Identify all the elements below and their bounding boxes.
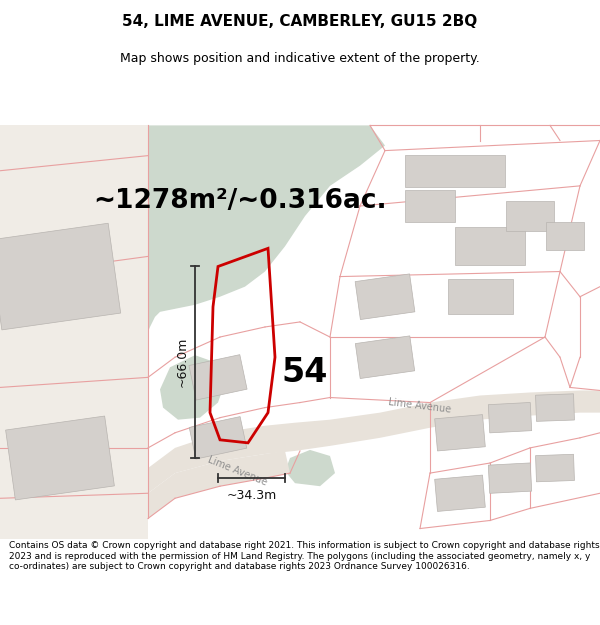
Polygon shape [148,391,600,493]
Polygon shape [506,201,554,231]
Polygon shape [488,463,532,493]
Polygon shape [536,394,574,421]
Polygon shape [405,190,455,222]
Polygon shape [355,274,415,319]
Polygon shape [455,227,525,266]
Polygon shape [536,454,574,482]
Polygon shape [0,223,121,330]
Polygon shape [285,450,335,486]
Text: Lime Avenue: Lime Avenue [206,454,268,488]
Polygon shape [5,416,115,500]
Polygon shape [189,417,247,459]
Polygon shape [148,451,290,519]
Polygon shape [488,402,532,433]
Text: 54, LIME AVENUE, CAMBERLEY, GU15 2BQ: 54, LIME AVENUE, CAMBERLEY, GU15 2BQ [122,14,478,29]
Polygon shape [434,475,485,511]
Polygon shape [0,126,148,539]
Text: Contains OS data © Crown copyright and database right 2021. This information is : Contains OS data © Crown copyright and d… [9,541,599,571]
Polygon shape [434,414,485,451]
Text: ~66.0m: ~66.0m [176,337,188,388]
Polygon shape [405,154,505,187]
Polygon shape [448,279,512,314]
Polygon shape [160,355,225,419]
Text: 54: 54 [282,356,328,389]
Polygon shape [546,222,584,251]
Text: Map shows position and indicative extent of the property.: Map shows position and indicative extent… [120,52,480,65]
Polygon shape [189,354,247,400]
Polygon shape [148,126,385,332]
Polygon shape [355,336,415,379]
Text: ~34.3m: ~34.3m [226,489,277,502]
Text: Lime Avenue: Lime Avenue [388,397,452,414]
Text: ~1278m²/~0.316ac.: ~1278m²/~0.316ac. [93,188,387,214]
